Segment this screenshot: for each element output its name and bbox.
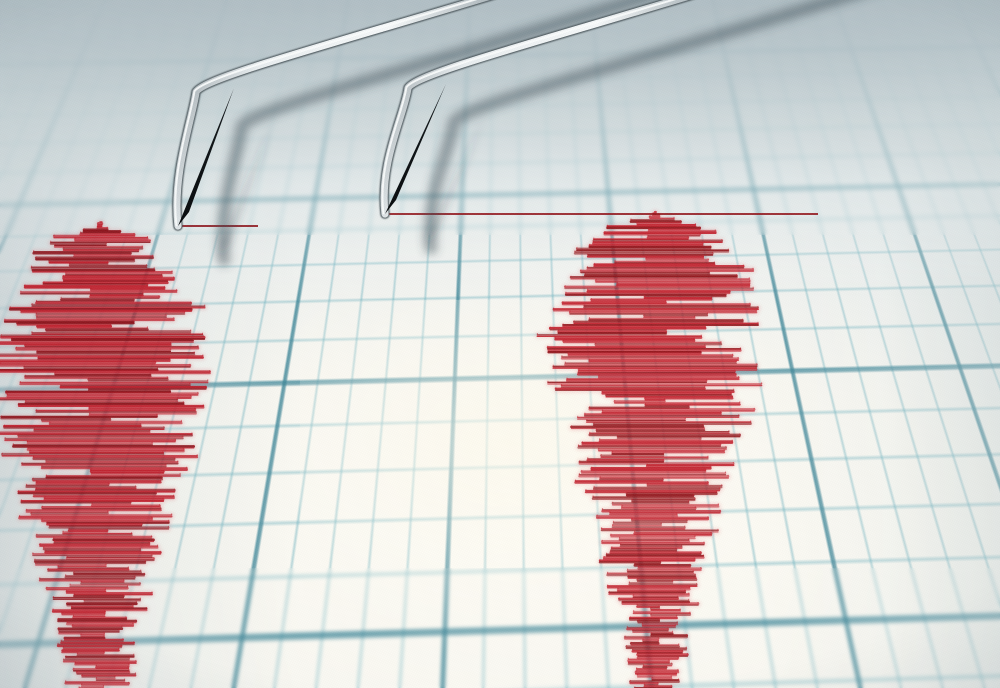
focus-blur-near bbox=[0, 568, 1000, 688]
seismic-trace-left bbox=[0, 216, 248, 688]
